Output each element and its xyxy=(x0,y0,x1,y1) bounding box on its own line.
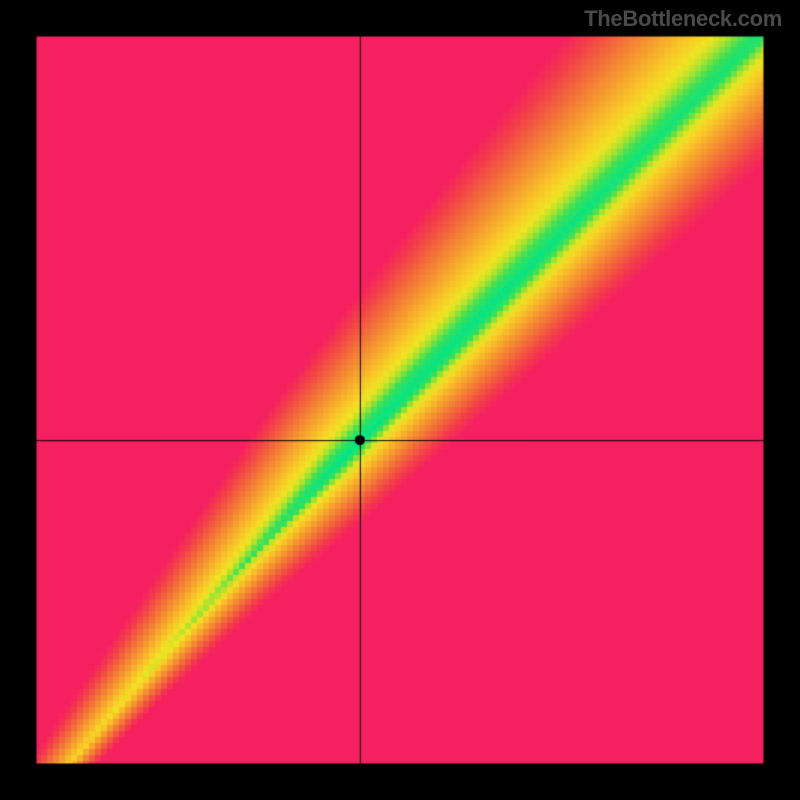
watermark-text: TheBottleneck.com xyxy=(584,6,782,32)
heatmap-plot xyxy=(35,35,765,765)
chart-container: TheBottleneck.com xyxy=(0,0,800,800)
heatmap-canvas xyxy=(35,35,765,765)
